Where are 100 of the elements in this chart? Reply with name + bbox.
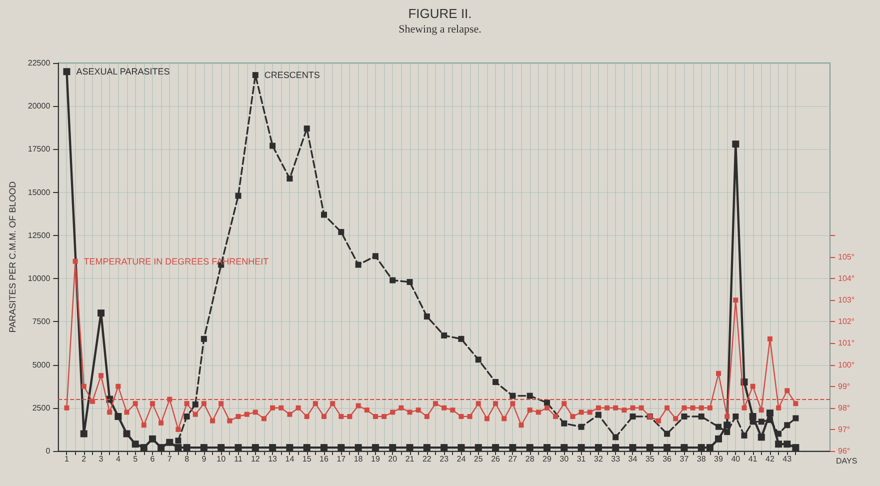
point [629,444,636,452]
point [390,277,396,284]
point [303,444,310,452]
point [158,444,165,452]
y2-tick-label: 96° [838,446,850,456]
x-tick-label: 17 [336,454,346,464]
point [458,444,465,452]
point [234,444,242,452]
x-tick-label: 13 [268,454,278,464]
point [706,444,714,452]
point [140,444,148,452]
y2-tick-label: 104° [838,274,855,284]
x-tick-label: 8 [184,454,190,464]
x-tick-label: 43 [782,454,792,464]
point [252,444,259,452]
point [664,430,670,437]
point [715,435,722,442]
point [724,429,730,436]
point [252,72,258,78]
point [698,414,704,420]
point [698,444,705,452]
point [338,228,344,235]
point [174,444,182,452]
point [792,415,799,422]
x-tick-label: 42 [766,454,775,464]
point [218,444,225,452]
point [492,379,499,386]
point [732,140,740,148]
point [474,444,482,452]
y-tick-label: 7500 [32,317,51,326]
point [526,444,534,452]
x-tick-label: 3 [98,454,104,464]
point [741,432,748,438]
point [526,392,533,399]
series-label: ASEXUAL PARASITES [76,66,170,77]
point [320,444,328,452]
x-tick-label: 11 [234,454,243,464]
x-tick-label: 14 [285,454,295,464]
point [612,434,619,440]
point [680,444,688,452]
point [166,438,174,446]
point [200,336,207,342]
point [458,336,464,342]
y-tick-label: 2500 [32,403,51,412]
point [184,414,190,420]
x-tick-label: 26 [491,454,501,464]
y-tick-label: 17500 [28,144,51,154]
y2-tick-label: 98° [838,403,850,412]
x-tick-label: 28 [525,454,535,464]
x-tick-label: 33 [611,454,621,464]
point [758,418,764,425]
point [269,444,276,452]
x-tick-label: 2 [82,454,87,464]
y2-tick-label: 99° [838,382,850,391]
x-tick-label: 31 [576,454,586,464]
point [646,444,654,452]
chart-title: FIGURE II. [408,6,472,21]
point [509,444,516,452]
x-tick-label: 22 [422,454,432,464]
x-tick-label: 41 [748,454,758,464]
point [492,444,500,452]
point [270,142,276,149]
y2-tick-label: 103° [838,296,855,305]
x-tick-label: 6 [150,454,156,464]
point [681,414,688,420]
point [630,414,636,420]
point [424,313,430,320]
point [664,444,671,452]
x-tick-label: 18 [354,454,364,464]
y-tick-label: 10000 [28,274,51,284]
y2-tick-label: 100° [838,360,855,370]
x-tick-label: 5 [133,454,138,464]
x-tick-label: 10 [216,454,226,464]
point [123,430,130,438]
point [784,422,790,428]
point [560,444,568,452]
y-tick-label: 15000 [28,188,51,197]
point [716,424,722,430]
point [192,401,198,408]
point [475,356,482,363]
x-tick-label: 27 [508,454,518,464]
point [200,444,208,452]
x-tick-label: 34 [628,454,638,464]
x-tick-label: 25 [474,454,484,464]
x-tick-label: 1 [64,454,70,464]
point [595,412,602,418]
x-tick-label: 32 [594,454,604,464]
point [286,176,293,182]
point [543,444,550,452]
x-tick-label: 37 [680,454,690,464]
point [776,430,782,437]
x-tick-label: 40 [731,454,741,464]
point [80,430,88,438]
x-tick-label: 19 [371,454,380,464]
point [406,279,413,286]
x-tick-label: 29 [542,454,552,464]
point [578,424,584,430]
y-tick-label: 12500 [28,230,51,240]
x-tick-label: 20 [388,454,398,464]
point [372,253,378,260]
